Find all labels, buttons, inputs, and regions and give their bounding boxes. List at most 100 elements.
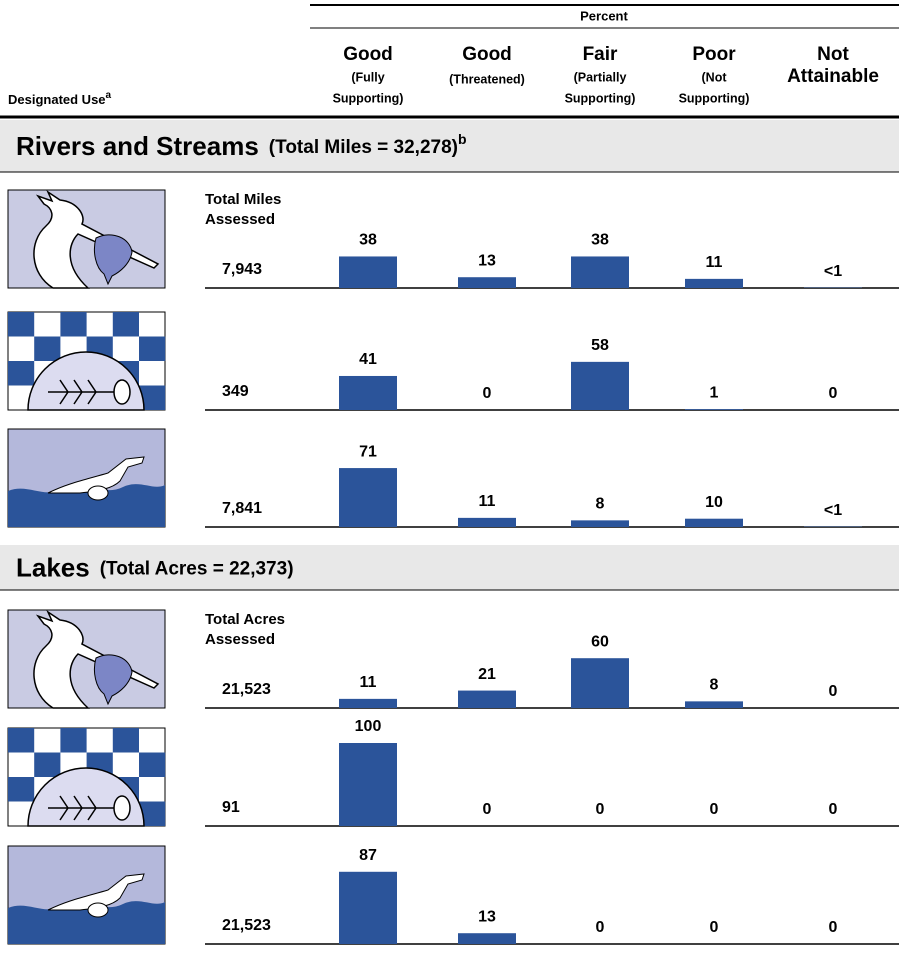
check: [60, 728, 86, 753]
value-label: 0: [710, 801, 719, 818]
fish-head: [114, 796, 130, 820]
row-total: 21,523: [222, 681, 271, 698]
row-total: 7,943: [222, 261, 262, 278]
icon-heron: [8, 190, 165, 288]
bar: [685, 701, 743, 708]
value-label: <1: [824, 502, 842, 519]
figure: Percent Designated Usea Good (Fully Suppor…: [0, 0, 899, 968]
value-label: 100: [355, 718, 382, 735]
section-total: (Total Miles = 32,278): [269, 137, 458, 158]
column-title: Attainable: [787, 66, 879, 87]
bar: [571, 362, 629, 410]
bar: [458, 933, 516, 944]
row-total: 349: [222, 383, 249, 400]
bar: [339, 699, 397, 708]
bar: [339, 743, 397, 826]
section-note: b: [458, 131, 467, 147]
value-label: 0: [829, 919, 838, 936]
value-label: 0: [710, 919, 719, 936]
designated-use: Designated Usea: [8, 90, 112, 108]
check: [34, 337, 60, 362]
swimmer-head: [88, 486, 108, 500]
icon-bg: [8, 610, 165, 708]
bar: [458, 277, 516, 288]
column-subtitle: Supporting): [333, 91, 404, 105]
bar: [339, 256, 397, 288]
bar: [339, 872, 397, 944]
check: [8, 361, 34, 386]
value-label: 0: [829, 801, 838, 818]
column-subtitle: (Fully: [351, 70, 384, 84]
bar: [339, 376, 397, 410]
check: [8, 728, 34, 753]
value-label: 0: [596, 919, 605, 936]
column-title: Not: [817, 44, 849, 65]
row-total: 91: [222, 799, 240, 816]
bar: [685, 519, 743, 527]
assessed-label: Total Miles: [205, 191, 281, 208]
section-name: Lakes: [16, 552, 90, 582]
value-label: 8: [710, 677, 719, 694]
column-subtitle: Supporting): [679, 91, 750, 105]
column-title: Good: [462, 44, 512, 65]
check: [139, 753, 165, 778]
assessed-label: Assessed: [205, 211, 275, 228]
value-label: 0: [829, 683, 838, 700]
icon-swimmer: [8, 429, 165, 527]
column-subtitle: (Threatened): [449, 72, 525, 86]
value-label: 1: [710, 384, 719, 401]
value-label: <1: [824, 263, 842, 280]
icon-heron: [8, 610, 165, 708]
value-label: 11: [706, 254, 723, 271]
check: [34, 753, 60, 778]
check: [60, 312, 86, 337]
value-label: 10: [705, 494, 723, 511]
value-label: 71: [359, 443, 377, 460]
value-label: 11: [360, 674, 377, 691]
bar: [571, 658, 629, 708]
value-label: 13: [478, 908, 496, 925]
value-label: 41: [359, 351, 377, 368]
row-total: 21,523: [222, 917, 271, 934]
swimmer-head: [88, 903, 108, 917]
bar: [685, 409, 743, 410]
column-title: Fair: [583, 44, 618, 65]
icon-fish: [8, 728, 165, 826]
check: [8, 312, 34, 337]
icon-fish: [8, 312, 165, 410]
fish-head: [114, 380, 130, 404]
value-label: 0: [829, 385, 838, 402]
column-title: Poor: [692, 44, 736, 65]
check: [139, 337, 165, 362]
value-label: 58: [591, 337, 609, 354]
value-label: 38: [591, 232, 609, 249]
row-total: 7,841: [222, 500, 262, 517]
bar: [571, 520, 629, 527]
column-subtitle: Supporting): [565, 91, 636, 105]
value-label: 0: [483, 385, 492, 402]
value-label: 0: [596, 801, 605, 818]
bar: [458, 691, 516, 708]
assessed-label: Total Acres: [205, 611, 285, 628]
value-label: 21: [478, 666, 496, 683]
icon-swimmer: [8, 846, 165, 944]
section-total: (Total Acres = 22,373): [100, 559, 294, 580]
icon-bg: [8, 190, 165, 288]
check: [113, 312, 139, 337]
value-label: 0: [483, 801, 492, 818]
value-label: 87: [359, 847, 377, 864]
section-name: Rivers and Streams: [16, 131, 259, 161]
bar: [458, 518, 516, 527]
percent-label: Percent: [580, 8, 628, 23]
check: [113, 728, 139, 753]
bar: [571, 256, 629, 288]
value-label: 38: [359, 232, 377, 249]
bar: [339, 468, 397, 527]
value-label: 8: [596, 496, 605, 513]
check: [8, 777, 34, 802]
value-label: 11: [479, 493, 496, 510]
bar: [685, 279, 743, 288]
column-title: Good: [343, 44, 393, 65]
value-label: 13: [478, 252, 496, 269]
assessed-label: Assessed: [205, 631, 275, 648]
